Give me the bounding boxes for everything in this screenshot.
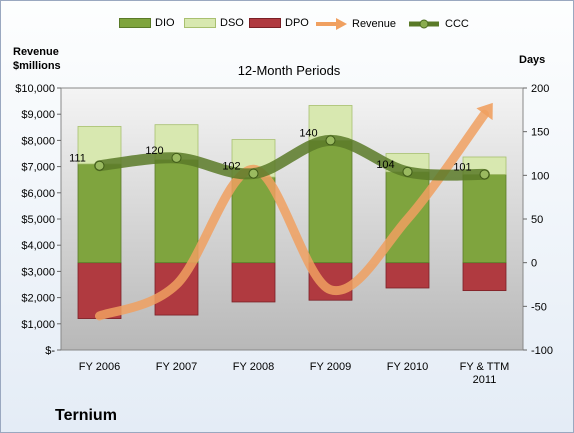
ccc-data-label: 111 [69,153,86,165]
x-axis-tick-label: FY 2008 [233,361,274,373]
ccc-marker [402,166,413,177]
x-axis-tick-label: FY 2010 [387,361,428,373]
revenue-line [95,109,489,321]
right-axis-tick-label: 0 [531,258,537,270]
x-axis-tick-label: FY 2009 [310,361,351,373]
ccc-data-label: 120 [145,145,163,157]
legend-ccc-label: CCC [445,18,469,30]
left-axis-tick-label: $9,000 [21,109,55,121]
right-axis-tick-label: 100 [531,170,549,182]
legend-revenue-arrow-icon [316,18,347,30]
legend-dpo: DPO [249,17,309,29]
legend-revenue-label: Revenue [352,18,397,30]
legend-dpo-label: DPO [285,17,309,29]
x-axis-tick-label: FY 2006 [79,361,120,373]
bar-dpo [462,262,507,292]
ccc-marker [325,135,336,146]
legend-dpo-swatch [249,18,281,28]
legend-ccc-line-icon [409,19,439,29]
chart-title: 12-Month Periods [237,63,341,78]
revenue-arrowhead [476,102,493,121]
bar-dpo [231,262,276,303]
ccc-marker [479,169,490,180]
left-axis-tick-label: $1,000 [21,319,55,331]
legend-dio-swatch [119,18,151,28]
left-axis-title-line1: Revenue [13,46,59,58]
bar-dpo [385,262,430,289]
x-axis-tick-label: FY & TTM [460,361,510,373]
company-name: Ternium [55,407,117,424]
legend-dio-label: DIO [155,17,175,29]
left-axis-tick-label: $8,000 [21,135,55,147]
legend-dso: DSO [184,17,244,29]
right-axis-tick-label: 50 [531,214,543,226]
left-axis-tick-label: $10,000 [15,83,55,95]
ccc-data-label: 101 [453,161,471,173]
left-axis-tick-label: $4,000 [21,240,55,252]
left-axis-tick-label: $3,000 [21,266,55,278]
bar-dio [308,139,353,264]
legend-dso-label: DSO [220,17,244,29]
left-axis-title-line2: $millions [13,60,61,72]
ccc-marker [171,152,182,163]
left-axis-title: Revenue $millions [13,45,61,73]
bar-dso [77,126,122,165]
right-axis-tick-label: -50 [531,301,547,313]
ccc-data-label: 102 [222,161,240,173]
right-axis-title: Days [519,54,546,66]
left-axis-tick-label: $- [45,345,55,357]
bar-dio [154,159,199,264]
left-axis-tick-label: $5,000 [21,214,55,226]
legend-ccc: CCC [407,17,469,31]
bar-dio [77,163,122,264]
ccc-data-label: 140 [299,127,317,139]
legend-dso-swatch [184,18,216,28]
legend-dio: DIO [119,17,175,29]
x-axis-tick-label: 2011 [473,374,497,386]
ccc-marker [94,160,105,171]
ccc-data-label: 104 [376,159,394,171]
legend-revenue: Revenue [314,17,396,31]
left-axis-tick-label: $2,000 [21,293,55,305]
right-axis-tick-label: 200 [531,83,549,95]
right-axis-tick-label: -100 [531,345,553,357]
left-axis-tick-label: $7,000 [21,162,55,174]
bar-dio [231,176,276,264]
ccc-marker [248,168,259,179]
bar-dio [462,174,507,264]
bar-dso [308,105,353,141]
x-axis-tick-label: FY 2007 [156,361,197,373]
left-axis-tick-label: $6,000 [21,188,55,200]
right-axis-tick-label: 150 [531,127,549,139]
